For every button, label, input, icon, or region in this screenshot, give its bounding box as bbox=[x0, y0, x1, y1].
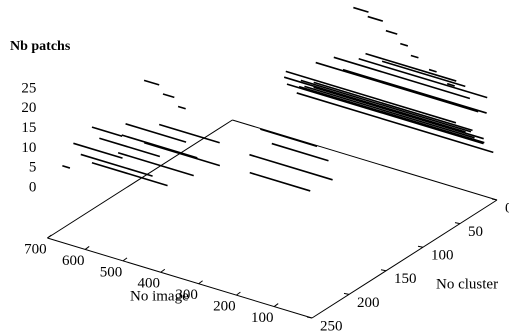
segment bbox=[365, 52, 457, 82]
segment bbox=[260, 128, 318, 148]
segment bbox=[91, 161, 168, 187]
x-tick bbox=[273, 303, 279, 307]
base-edge bbox=[311, 199, 498, 319]
segment bbox=[296, 92, 494, 154]
segment bbox=[298, 85, 485, 144]
x-tick-label: 100 bbox=[251, 310, 274, 326]
segment bbox=[358, 58, 488, 99]
y-tick bbox=[491, 198, 498, 201]
base-edge bbox=[47, 119, 233, 239]
y-tick bbox=[343, 292, 350, 295]
y-tick-label: 100 bbox=[431, 248, 454, 264]
segment bbox=[400, 42, 409, 47]
segment bbox=[315, 61, 479, 113]
segment bbox=[313, 86, 484, 140]
segment bbox=[121, 134, 198, 159]
segment bbox=[99, 137, 161, 158]
x-tick-label: 700 bbox=[24, 241, 47, 257]
segment bbox=[125, 123, 187, 143]
segment bbox=[428, 68, 437, 73]
x-tick-label: 300 bbox=[175, 287, 198, 303]
y-tick-label: 200 bbox=[357, 295, 380, 311]
y-tick-label: 250 bbox=[320, 318, 343, 332]
segment bbox=[162, 93, 175, 99]
y-tick-label: 150 bbox=[394, 271, 417, 287]
z-tick-label: 5 bbox=[29, 160, 37, 176]
segment bbox=[249, 153, 333, 181]
y-tick bbox=[306, 316, 313, 319]
y-tick bbox=[454, 222, 461, 225]
x-tick-label: 400 bbox=[138, 276, 161, 292]
x-tick bbox=[236, 291, 241, 296]
z-tick-label: 25 bbox=[21, 80, 36, 96]
segment bbox=[144, 142, 221, 167]
x-tick bbox=[198, 280, 203, 285]
segment bbox=[333, 56, 471, 100]
z-tick-label: 20 bbox=[21, 100, 36, 116]
segment bbox=[304, 85, 475, 139]
x-tick-label: 500 bbox=[100, 264, 123, 280]
x-tick-label: 200 bbox=[213, 299, 236, 315]
segment bbox=[381, 60, 466, 88]
segment bbox=[158, 123, 220, 144]
segment bbox=[117, 151, 194, 177]
segment bbox=[62, 164, 71, 169]
segment bbox=[313, 81, 473, 132]
segment bbox=[80, 153, 153, 177]
segment bbox=[283, 76, 466, 133]
segment bbox=[410, 54, 419, 59]
y-tick bbox=[417, 245, 424, 248]
y-tick-label: 0 bbox=[505, 200, 509, 216]
x-tick bbox=[122, 257, 128, 262]
segment bbox=[353, 6, 369, 13]
segment bbox=[286, 83, 484, 145]
segment bbox=[73, 142, 123, 159]
segment bbox=[385, 29, 398, 35]
segment bbox=[249, 171, 311, 192]
segment bbox=[143, 79, 160, 86]
x-axis-label: No image bbox=[130, 288, 189, 304]
segment bbox=[271, 142, 329, 162]
segment bbox=[177, 105, 186, 110]
segment bbox=[285, 70, 457, 124]
y-tick-label: 50 bbox=[468, 224, 483, 240]
segment bbox=[446, 82, 455, 87]
segment bbox=[342, 68, 487, 114]
segment bbox=[300, 79, 472, 133]
y-axis-label: No cluster bbox=[436, 276, 498, 292]
z-tick-label: 10 bbox=[21, 140, 36, 156]
z-tick-label: 15 bbox=[21, 120, 36, 136]
x-tick-label: 600 bbox=[62, 253, 85, 269]
x-tick bbox=[47, 234, 52, 239]
base-edge bbox=[47, 237, 313, 319]
z-tick-label: 0 bbox=[29, 179, 37, 195]
y-tick bbox=[380, 269, 387, 272]
x-tick bbox=[84, 246, 90, 250]
x-tick bbox=[160, 268, 166, 273]
segment bbox=[367, 15, 384, 22]
segment bbox=[91, 126, 123, 137]
z-axis-label: Nb patchs bbox=[10, 39, 71, 54]
